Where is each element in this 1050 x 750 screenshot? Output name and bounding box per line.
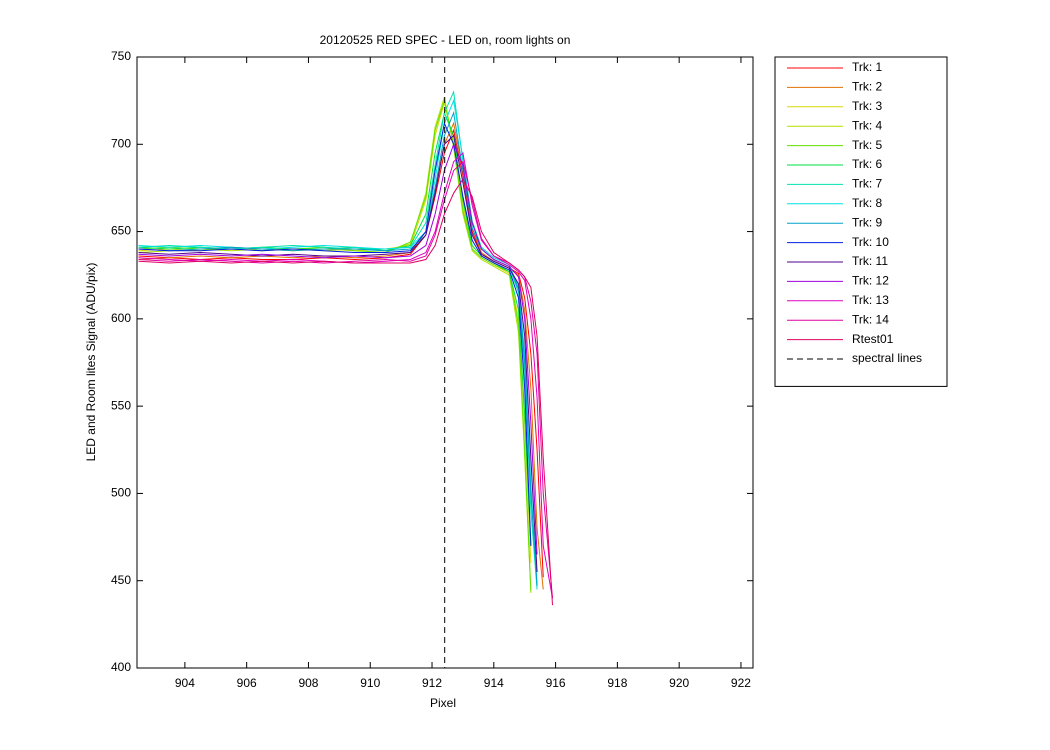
legend-label: Trk: 7 xyxy=(852,177,883,191)
legend-box xyxy=(774,56,948,387)
chart-title: 20120525 RED SPEC - LED on, room lights … xyxy=(320,33,571,47)
x-tick-label: 916 xyxy=(546,676,566,690)
legend-label: Trk: 1 xyxy=(852,60,883,74)
legend-label: Trk: 6 xyxy=(852,157,883,171)
y-tick-label: 500 xyxy=(111,486,131,500)
series-line xyxy=(138,128,544,578)
legend-label: Trk: 2 xyxy=(852,80,883,94)
legend-label: Trk: 12 xyxy=(852,274,889,288)
legend-label: Trk: 9 xyxy=(852,215,883,229)
series-line xyxy=(138,178,554,606)
x-axis-label: Pixel xyxy=(430,696,456,710)
legend-label: Trk: 4 xyxy=(852,118,883,132)
series-line xyxy=(138,134,538,573)
legend-label: Trk: 8 xyxy=(852,196,883,210)
x-tick-label: 908 xyxy=(298,676,318,690)
y-tick-label: 750 xyxy=(111,49,131,63)
legend-label: Trk: 14 xyxy=(852,312,889,326)
x-tick-label: 912 xyxy=(422,676,442,690)
x-tick-label: 904 xyxy=(175,676,195,690)
legend-label: Trk: 5 xyxy=(852,138,883,152)
y-tick-label: 700 xyxy=(111,136,131,150)
x-tick-label: 910 xyxy=(360,676,380,690)
x-tick-label: 918 xyxy=(607,676,627,690)
legend-label: Rtest01 xyxy=(852,332,894,346)
y-tick-label: 550 xyxy=(111,398,131,412)
x-tick-label: 922 xyxy=(731,676,751,690)
y-tick-label: 400 xyxy=(111,660,131,674)
x-tick-label: 906 xyxy=(237,676,257,690)
y-tick-label: 650 xyxy=(111,224,131,238)
series-line xyxy=(138,142,538,555)
legend-label: spectral lines xyxy=(852,351,922,365)
legend-label: Trk: 11 xyxy=(852,254,888,268)
x-tick-label: 920 xyxy=(669,676,689,690)
y-axis-label: LED and Room lites Signal (ADU/pix) xyxy=(84,263,98,462)
series-line xyxy=(138,121,532,546)
y-tick-label: 600 xyxy=(111,311,131,325)
x-tick-label: 914 xyxy=(484,676,504,690)
legend-label: Trk: 3 xyxy=(852,99,883,113)
y-tick-label: 450 xyxy=(111,573,131,587)
legend-label: Trk: 13 xyxy=(852,293,889,307)
legend-label: Trk: 10 xyxy=(852,235,889,249)
